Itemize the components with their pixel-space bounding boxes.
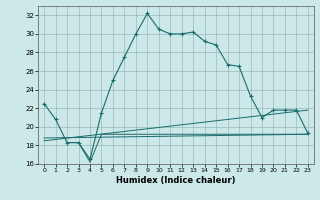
X-axis label: Humidex (Indice chaleur): Humidex (Indice chaleur) — [116, 176, 236, 185]
